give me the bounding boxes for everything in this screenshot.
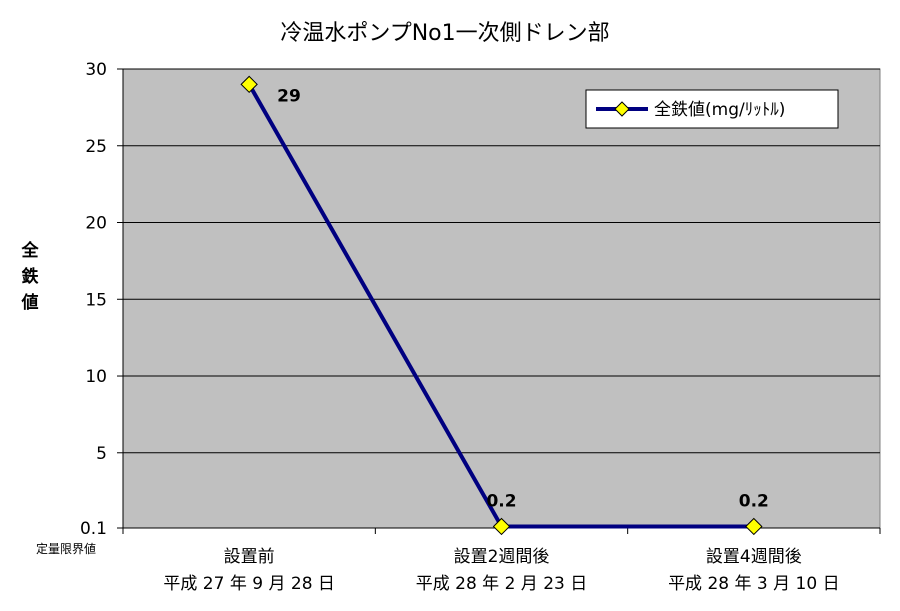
x-category-label: 平成 28 年 2 月 23 日 [416,574,588,594]
data-point-marker [745,517,763,536]
data-point-marker [240,75,258,94]
legend-marker [614,101,630,117]
y-axis-ticks: 0.1 5 10 15 20 25 30 [80,60,123,539]
y-tick-label: 0.1 [80,519,107,539]
y-tick-label: 5 [96,444,107,464]
series-iron-value: 29 0.2 0.2 [240,75,769,536]
plot-area [122,68,881,529]
x-category-label: 平成 27 年 9 月 28 日 [163,574,335,594]
y-axis-label-char: 全 [21,240,40,261]
x-category-label: 平成 28 年 3 月 10 日 [668,574,840,594]
y-axis-label-char: 鉄 [22,266,39,287]
legend-label: 全鉄値(mg/ﾘｯﾄﾙ) [654,100,785,120]
x-category-label: 設置前 [224,547,275,567]
y-axis-label: 全鉄値 [21,240,40,313]
x-category-label: 設置2週間後 [454,547,550,567]
legend: 全鉄値(mg/ﾘｯﾄﾙ) [585,89,839,129]
y-tick-label: 15 [85,290,107,310]
y-axis-label-char: 値 [21,292,39,313]
y-tick-label: 10 [85,367,107,387]
y-tick-label: 30 [85,60,107,80]
data-point-marker [492,517,511,536]
chart-title: 冷温水ポンプNo1一次側ドレン部 [280,21,609,46]
y-tick-label: 25 [85,137,107,157]
y-tick-label: 20 [85,214,107,234]
gridlines [123,68,880,454]
x-category-label: 設置4週間後 [706,547,802,567]
data-label: 29 [277,86,301,106]
data-label: 0.2 [486,491,516,511]
data-label: 0.2 [739,491,769,511]
quantification-limit-note: 定量限界値 [36,541,96,556]
